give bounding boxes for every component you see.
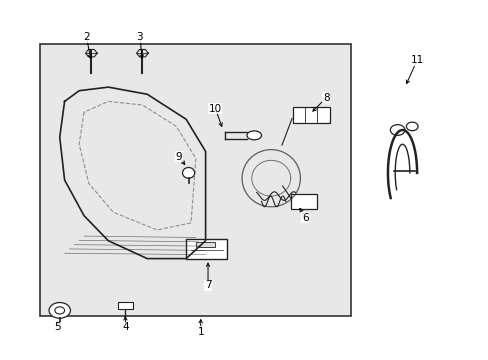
Ellipse shape [182,167,194,178]
Ellipse shape [246,131,261,140]
Text: 9: 9 [175,152,182,162]
Text: 7: 7 [204,280,211,291]
Text: 8: 8 [322,93,329,103]
Circle shape [406,122,417,131]
Circle shape [389,125,404,135]
Circle shape [49,302,70,318]
Bar [186,239,227,258]
Text: 2: 2 [83,32,90,42]
Bar [292,107,329,123]
Bar [118,302,132,309]
Text: 10: 10 [208,104,222,113]
Bar [196,242,215,247]
Text: 6: 6 [302,212,308,222]
Circle shape [55,307,64,314]
Text: 3: 3 [136,32,143,42]
Bar [40,44,351,316]
Text: 4: 4 [122,322,128,332]
Text: 5: 5 [54,322,61,332]
Text: 11: 11 [409,55,423,65]
Bar [290,194,317,208]
Text: 1: 1 [197,327,203,337]
